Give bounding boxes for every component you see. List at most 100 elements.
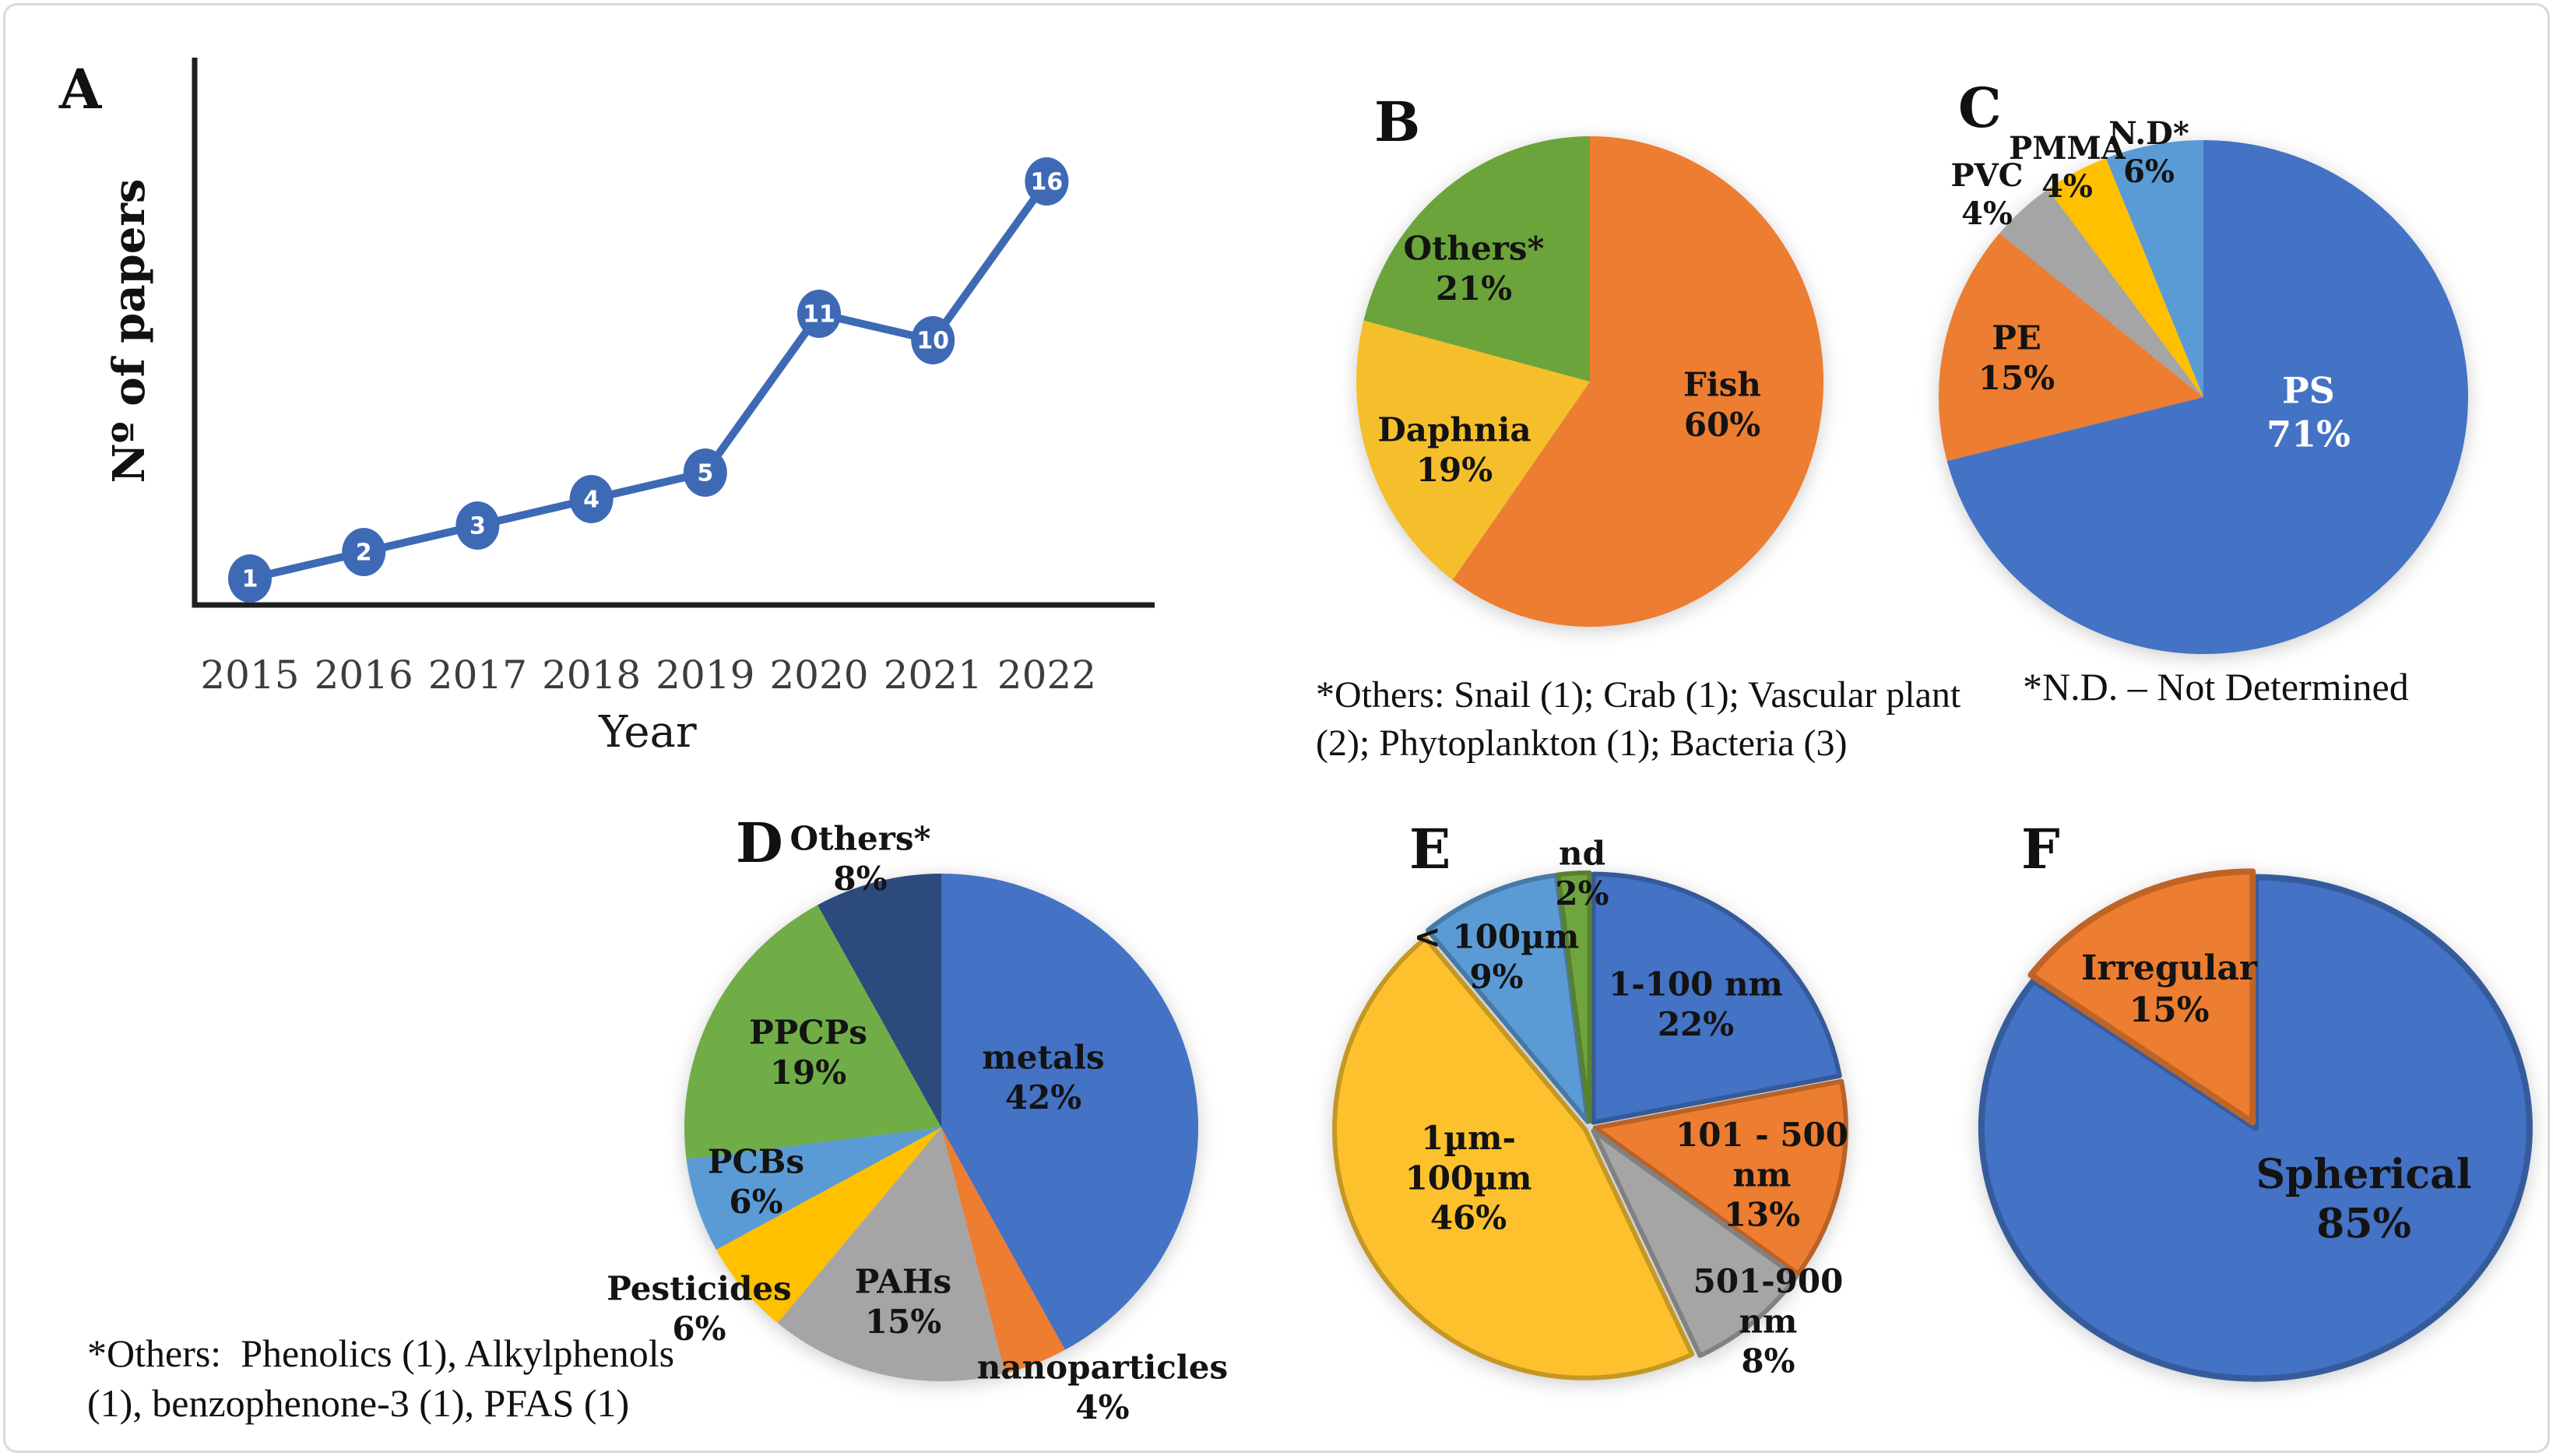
slice-label-line: 42% — [1005, 1078, 1081, 1117]
footnote-panel-b: *Others: Snail (1); Crab (1); Vascular p… — [1316, 671, 1960, 768]
pie-slice-e-2 — [1591, 1128, 1799, 1359]
slice-label-line: Irregular — [2081, 948, 2258, 988]
slice-label-line: nm — [1733, 1155, 1792, 1194]
panel-e-letter: E — [1409, 817, 1451, 881]
slice-label-line: 4% — [1075, 1388, 1129, 1426]
slice-label-line: 60% — [1684, 406, 1760, 444]
slice-label-line: 71% — [2266, 413, 2351, 455]
slice-label-line: nanoparticles — [977, 1349, 1228, 1387]
footnote-line: *N.D. – Not Determined — [2023, 665, 2409, 709]
slice-label-line: Daphnia — [1377, 411, 1531, 449]
slice-label-line: PVC — [1951, 157, 2024, 194]
slice-label-line: 13% — [1724, 1196, 1800, 1234]
x-tick-label: 2021 — [884, 652, 983, 698]
slice-label-line: 9% — [1469, 958, 1523, 996]
pie-slice-f-0 — [1978, 874, 2533, 1382]
pie-chart-panel-b — [1356, 136, 1824, 628]
slice-label-line: 4% — [1961, 195, 2013, 232]
footnote-line: (1), benzophenone-3 (1), PFAS (1) — [87, 1381, 630, 1425]
slice-label-line: 101 - 500 — [1676, 1116, 1848, 1154]
pie-slice-e-3 — [1332, 935, 1695, 1380]
pie-slice-c-0 — [1946, 140, 2468, 654]
slice-label-line: 4% — [2041, 168, 2093, 205]
panel-a-letter: A — [59, 57, 102, 121]
pie-chart-panel-c — [1938, 140, 2468, 654]
data-point-label: 11 — [803, 301, 835, 329]
data-point-label: 10 — [916, 328, 949, 355]
data-point-marker — [455, 501, 500, 550]
x-axis-title: Year — [599, 707, 697, 758]
slice-label-line: 8% — [1741, 1342, 1795, 1380]
data-point-label: 16 — [1031, 169, 1064, 196]
slice-label-line: 100µm — [1405, 1159, 1532, 1197]
slice-label-line: metals — [982, 1039, 1104, 1077]
data-point-label: 1 — [242, 566, 258, 593]
pie-slice-b-0 — [1452, 136, 1824, 628]
slice-label-line: Fish — [1683, 366, 1761, 404]
data-point-marker — [342, 528, 386, 576]
x-tick-label: 2017 — [428, 652, 527, 698]
slice-label-line: 15% — [865, 1303, 941, 1341]
y-axis-title: Nº of papers — [104, 178, 155, 484]
x-tick-label: 2019 — [656, 652, 754, 698]
data-point-label: 4 — [583, 487, 600, 514]
pie-slice-d-3 — [716, 1127, 941, 1324]
slice-label-line: 2% — [1555, 874, 1609, 913]
slice-label-line: PS — [2282, 370, 2335, 412]
panel-d-letter: D — [736, 811, 783, 875]
slice-label-line: PCBs — [708, 1143, 804, 1181]
slice-label-line: 22% — [1658, 1005, 1734, 1043]
slice-label-line: Others* — [1404, 230, 1545, 268]
panel-f-letter: F — [2021, 817, 2060, 881]
footnote-line: *Others: Snail (1); Crab (1); Vascular p… — [1316, 674, 1961, 716]
slice-label-line: Spherical — [2256, 1151, 2471, 1198]
pie-slice-d-0 — [941, 874, 1199, 1350]
pie-slice-e-4 — [1425, 873, 1591, 1124]
pie-slice-d-6 — [818, 874, 941, 1127]
data-point-marker — [1025, 157, 1069, 206]
slice-label-line: 8% — [833, 860, 887, 898]
data-line — [246, 178, 1051, 582]
data-point-label: 2 — [356, 540, 372, 567]
slice-label-line: 46% — [1430, 1199, 1507, 1237]
data-point-label: 3 — [469, 513, 486, 540]
slice-label-line: PMMA — [2009, 130, 2126, 167]
data-point-marker — [911, 316, 955, 364]
data-point-marker — [683, 448, 727, 497]
pie-slice-d-4 — [686, 1127, 941, 1250]
slice-label-line: 501-900 — [1693, 1262, 1844, 1300]
x-tick-label: 2022 — [997, 652, 1096, 698]
pie-slice-c-4 — [2105, 140, 2203, 397]
x-tick-label: 2018 — [542, 652, 641, 698]
data-point-marker — [569, 475, 614, 523]
pie-slice-d-5 — [684, 905, 941, 1159]
slice-label-line: 15% — [1978, 359, 2055, 397]
pie-slice-e-0 — [1591, 871, 1842, 1125]
slice-label-line: Pesticides — [607, 1270, 791, 1308]
data-point-marker — [228, 554, 272, 603]
panel-b-letter: B — [1374, 90, 1421, 154]
slice-label-line: < 100µm — [1414, 918, 1580, 956]
pie-slice-e-1 — [1592, 1078, 1848, 1277]
pie-slice-f-1 — [2027, 868, 2256, 1126]
slice-label-line: PPCPs — [749, 1014, 867, 1052]
footnote-panel-d: *Others: Phenolics (1), Alkylphenols (1)… — [87, 1328, 674, 1428]
line-chart-panel-a: 1 2 3 4 5 11 10 16 2015 2016 2017 2018 2019 2020 2021 2… — [192, 58, 1155, 698]
x-tick-label: 2015 — [200, 652, 299, 698]
footnote-line: (2); Phytoplankton (1); Bacteria (3) — [1316, 723, 1848, 764]
pie-slice-d-2 — [777, 1127, 1006, 1381]
slice-label-line: 6% — [729, 1183, 782, 1221]
pie-slice-b-2 — [1363, 136, 1590, 382]
pie-chart-panel-f — [1978, 868, 2533, 1382]
axes — [192, 58, 1155, 608]
footnote-line: *Others: Phenolics (1), Alkylphenols — [87, 1331, 675, 1375]
slice-label-line: 15% — [2129, 990, 2209, 1030]
x-tick-label: 2020 — [769, 652, 868, 698]
slice-label-line: 6% — [672, 1310, 726, 1348]
pie-chart-panel-d — [684, 874, 1199, 1381]
